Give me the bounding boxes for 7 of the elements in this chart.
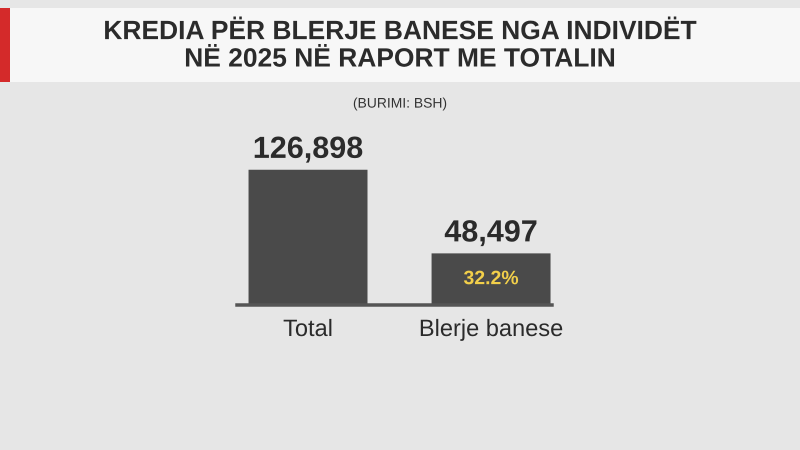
x-tick-label: Blerje banese: [420, 318, 562, 341]
text: (BURIMI: BSH): [354, 98, 446, 110]
chart-title: KREDIA PËR BLERJE BANESE NGA INDIVIDËT NË 2025 NË RAPORT ME TOTALIN: [105, 16, 696, 67]
annotation: 32.2%: [464, 270, 518, 284]
data-label: 126,898: [254, 136, 362, 163]
x-tick-label: Total: [284, 318, 332, 336]
data-label: 48,497: [444, 220, 536, 246]
